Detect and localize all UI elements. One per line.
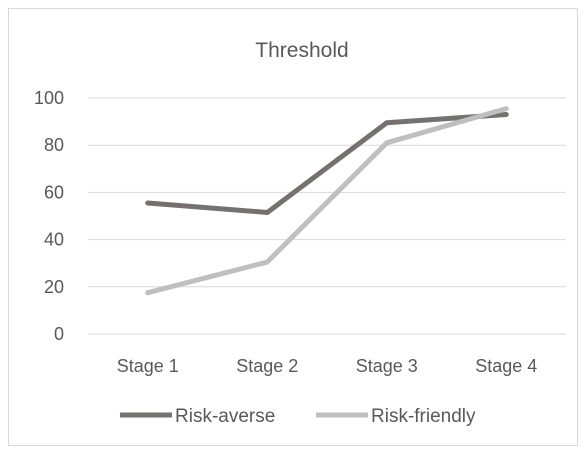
y-axis-ticks: 0 20 40 60 80 100: [34, 88, 64, 344]
y-tick-label: 60: [44, 182, 64, 202]
x-tick-label: Stage 2: [236, 356, 298, 376]
x-tick-label: Stage 4: [475, 356, 537, 376]
legend: Risk-averse Risk-friendly: [120, 406, 476, 427]
y-tick-label: 0: [54, 324, 64, 344]
chart-frame: [8, 8, 578, 446]
y-tick-label: 100: [34, 88, 64, 108]
series-lines: [145, 106, 509, 296]
x-axis-ticks: Stage 1 Stage 2 Stage 3 Stage 4: [117, 356, 538, 376]
y-tick-label: 20: [44, 277, 64, 297]
x-tick-label: Stage 3: [356, 356, 418, 376]
series-line-risk-averse: [145, 112, 509, 215]
chart-title: Threshold: [255, 39, 348, 62]
legend-label: Risk-averse: [175, 406, 275, 427]
x-tick-label: Stage 1: [117, 356, 179, 376]
gridlines: [88, 97, 566, 335]
y-tick-label: 40: [44, 230, 64, 250]
legend-label: Risk-friendly: [371, 406, 476, 427]
y-tick-label: 80: [44, 135, 64, 155]
series-line-risk-friendly: [145, 106, 509, 296]
